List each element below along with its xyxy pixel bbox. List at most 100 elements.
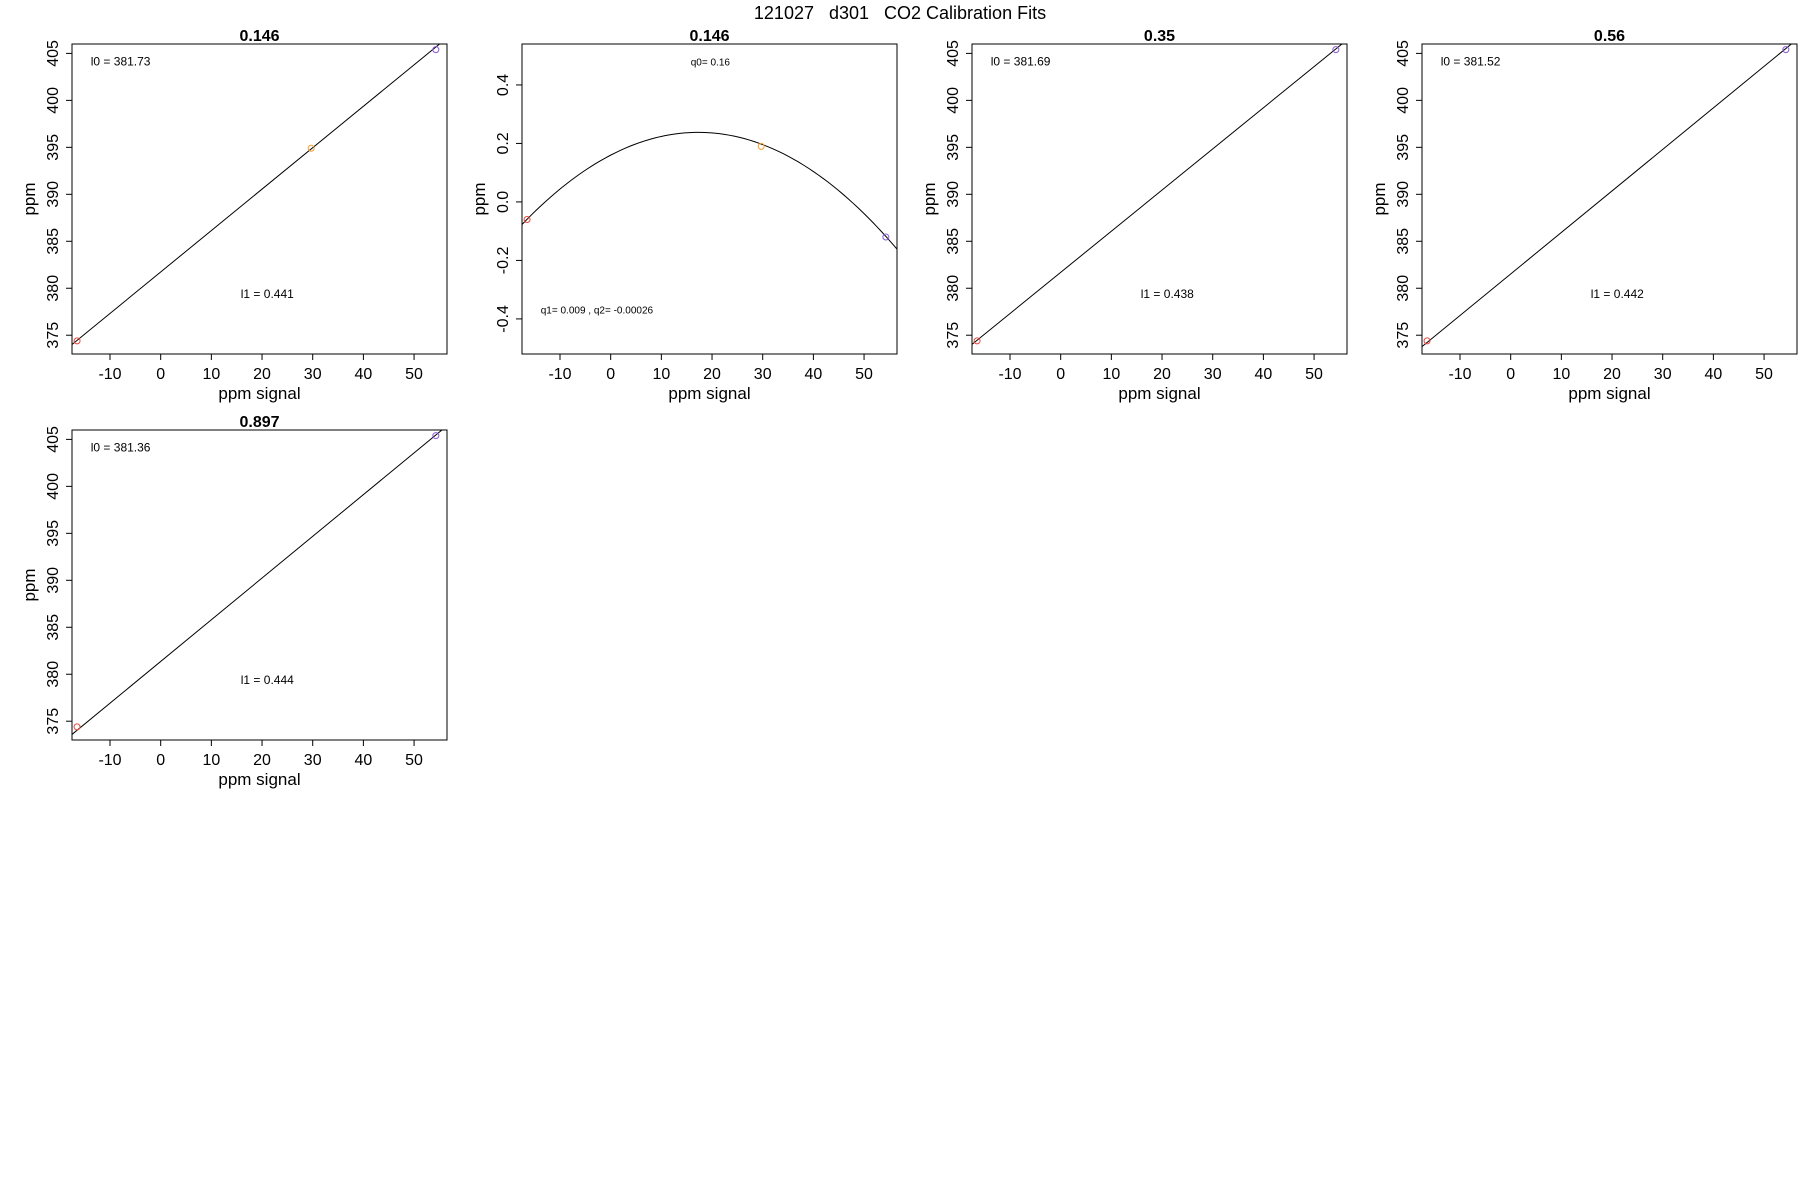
y-axis-label: ppm (1370, 182, 1389, 215)
fit-line (972, 44, 1343, 346)
y-tick-label: 395 (45, 134, 62, 161)
x-tick-label: -10 (98, 366, 121, 383)
y-tick-label: 0.0 (495, 191, 512, 213)
fit-annotation: l1 = 0.442 (1591, 287, 1644, 301)
x-axis-label: ppm signal (218, 770, 300, 789)
x-tick-label: 30 (304, 752, 322, 769)
x-tick-label: 50 (405, 366, 423, 383)
x-tick-label: 30 (304, 366, 322, 383)
y-axis-label: ppm (470, 182, 489, 215)
y-tick-label: 375 (945, 322, 962, 349)
y-tick-label: 390 (1395, 181, 1412, 208)
chart-panel-4: 0.56 -10 0 10 20 30 40 50 375 380 385 390 395 400 405 p… (1370, 28, 1798, 403)
y-tick-label: 380 (1395, 275, 1412, 302)
x-tick-label: 0 (1056, 366, 1065, 383)
x-axis-label: ppm signal (1568, 384, 1650, 403)
y-tick-label: 395 (45, 520, 62, 547)
y-tick-label: 390 (45, 181, 62, 208)
y-tick-label: -0.2 (495, 247, 512, 275)
data-point-purple (1332, 46, 1340, 54)
y-tick-label: 405 (945, 40, 962, 67)
x-tick-label: 50 (405, 752, 423, 769)
x-tick-label: 40 (354, 366, 372, 383)
plot-frame (71, 43, 448, 355)
x-tick-label: 0 (156, 366, 165, 383)
y-tick-label: 395 (1395, 134, 1412, 161)
data-point-red (523, 215, 531, 223)
x-tick-label: -10 (998, 366, 1021, 383)
x-tick-label: 20 (1603, 366, 1621, 383)
y-tick-label: 400 (1395, 87, 1412, 114)
data-point-red (973, 337, 981, 345)
plot-frame (1421, 43, 1798, 355)
x-axis-label: ppm signal (1118, 384, 1200, 403)
x-tick-label: 40 (354, 752, 372, 769)
x-tick-label: 10 (202, 366, 220, 383)
x-axis-label: ppm signal (218, 384, 300, 403)
y-tick-label: -0.4 (495, 305, 512, 333)
y-tick-label: 0.2 (495, 132, 512, 154)
fit-line (1422, 44, 1793, 348)
x-tick-label: 50 (1755, 366, 1773, 383)
fit-annotation: l0 = 381.52 (1441, 55, 1501, 69)
x-tick-label: 40 (1254, 366, 1272, 383)
x-tick-label: 10 (1552, 366, 1570, 383)
data-point-orange (757, 142, 765, 150)
fit-annotation: l0 = 381.36 (91, 441, 151, 455)
fit-annotation: q1= 0.009 , q2= -0.00026 (541, 306, 654, 317)
fit-line (72, 430, 443, 736)
chart-panel-2: 0.146 -10 0 10 20 30 40 50 -0.4 -0.2 0.0 0.2 0.4 ppm … (470, 28, 898, 403)
x-tick-label: 0 (606, 366, 615, 383)
y-tick-label: 375 (45, 708, 62, 735)
plot-frame (71, 429, 448, 741)
y-tick-label: 390 (45, 567, 62, 594)
data-point-purple (432, 46, 440, 54)
x-tick-label: 30 (1204, 366, 1222, 383)
plot-frame (521, 43, 898, 355)
fit-annotation: l0 = 381.73 (91, 55, 151, 69)
y-tick-label: 405 (45, 426, 62, 453)
x-tick-label: 30 (754, 366, 772, 383)
y-tick-label: 400 (945, 87, 962, 114)
x-tick-label: 40 (1704, 366, 1722, 383)
x-tick-label: 50 (855, 366, 873, 383)
x-tick-label: -10 (1448, 366, 1471, 383)
data-point-purple (882, 233, 890, 241)
y-tick-label: 395 (945, 134, 962, 161)
y-tick-label: 390 (945, 181, 962, 208)
fit-annotation: q0= 0.16 (691, 58, 731, 69)
x-tick-label: 20 (1153, 366, 1171, 383)
x-tick-label: 0 (156, 752, 165, 769)
fit-annotation: l1 = 0.444 (241, 673, 294, 687)
x-tick-label: 50 (1305, 366, 1323, 383)
y-tick-label: 405 (45, 40, 62, 67)
fit-line (522, 131, 897, 250)
panel-title: 0.146 (239, 28, 279, 45)
x-axis-label: ppm signal (668, 384, 750, 403)
data-point-orange (307, 144, 315, 152)
y-tick-label: 380 (945, 275, 962, 302)
x-tick-label: 10 (1102, 366, 1120, 383)
panel-title: 0.146 (689, 28, 729, 45)
data-point-red (73, 723, 81, 731)
fit-annotation: l1 = 0.441 (241, 287, 294, 301)
x-tick-label: 10 (202, 752, 220, 769)
x-tick-label: 20 (703, 366, 721, 383)
y-axis-label: ppm (920, 182, 939, 215)
panel-title: 0.56 (1594, 28, 1625, 45)
y-tick-label: 385 (45, 228, 62, 255)
data-point-purple (1782, 46, 1790, 54)
x-tick-label: 10 (652, 366, 670, 383)
chart-panel-1: 0.146 -10 0 10 20 30 40 50 375 380 385 390 395 400 405… (20, 28, 448, 403)
y-tick-label: 405 (1395, 40, 1412, 67)
fit-line (72, 44, 441, 346)
y-tick-label: 385 (45, 614, 62, 641)
x-tick-label: -10 (548, 366, 571, 383)
fit-annotation: l0 = 381.69 (991, 55, 1051, 69)
fit-annotation: l1 = 0.438 (1141, 287, 1194, 301)
y-tick-label: 375 (1395, 322, 1412, 349)
chart-panel-5: 0.897 -10 0 10 20 30 40 50 375 380 385 390 395 400 405… (20, 414, 448, 789)
y-tick-label: 385 (945, 228, 962, 255)
panel-title: 0.897 (239, 414, 279, 431)
